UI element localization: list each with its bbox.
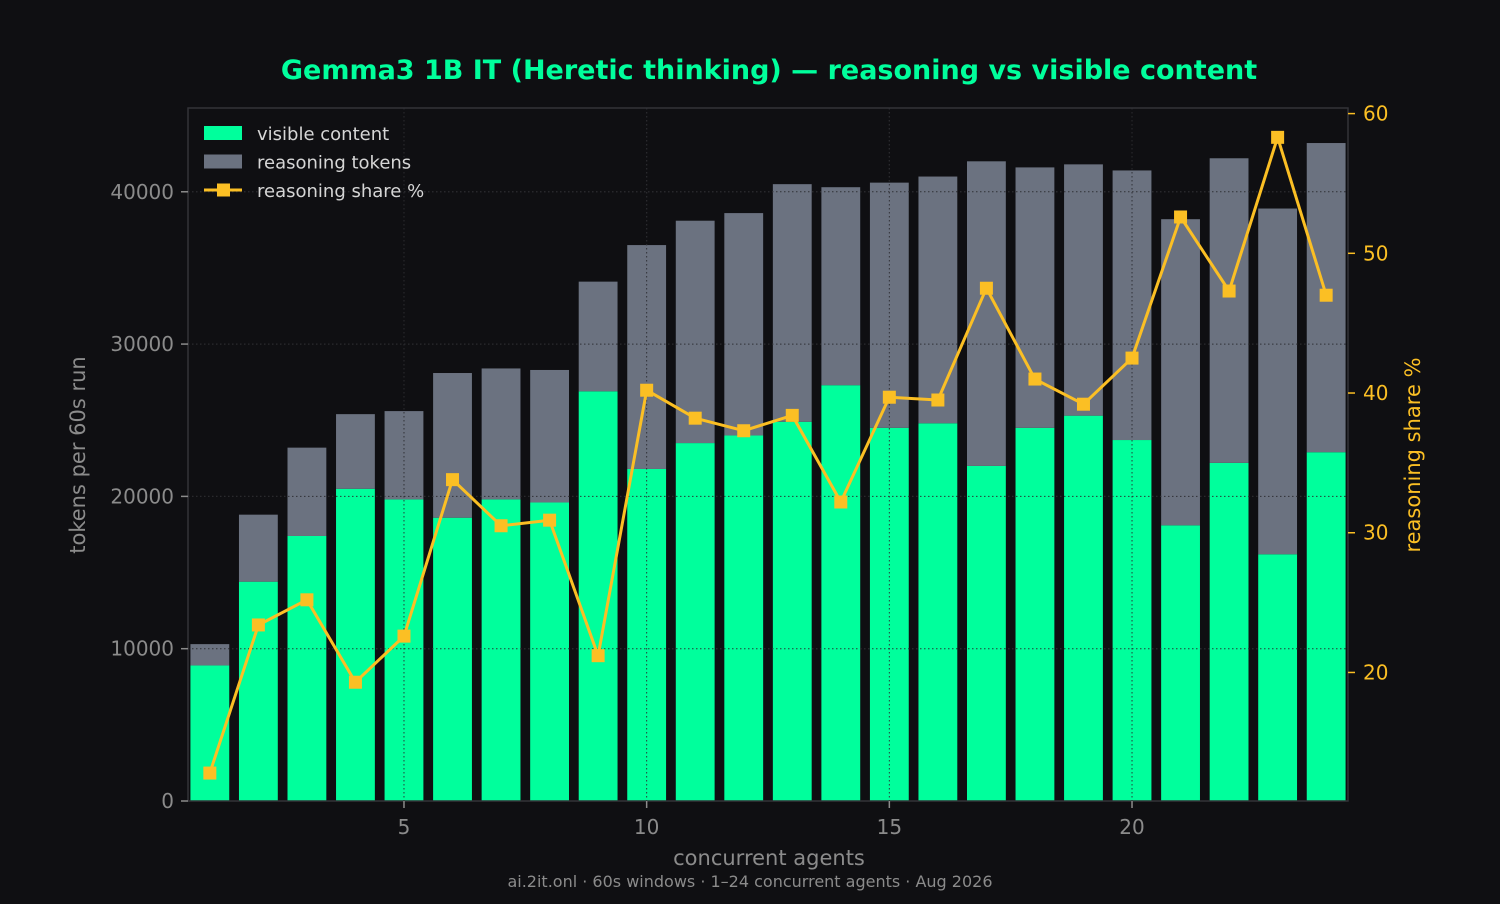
- reasoning-share-point: [591, 649, 605, 663]
- bar-reasoning-tokens: [918, 176, 958, 424]
- bar-visible-content: [1015, 427, 1055, 801]
- reasoning-share-point: [251, 618, 265, 632]
- bar-reasoning-tokens: [578, 281, 618, 392]
- bar-reasoning-tokens: [1161, 219, 1200, 526]
- bar-visible-content: [1258, 554, 1298, 801]
- y2-tick-label: 60: [1363, 102, 1388, 126]
- reasoning-share-point: [688, 411, 702, 425]
- source-footnote: ai.2it.onl · 60s windows · 1–24 concurre…: [507, 872, 992, 891]
- bar-reasoning-tokens: [336, 414, 375, 489]
- x-tick-label: 20: [1119, 815, 1144, 839]
- bar-reasoning-tokens: [481, 368, 521, 500]
- reasoning-share-point: [1319, 288, 1333, 302]
- bar-visible-content: [918, 423, 958, 801]
- legend-label: reasoning share %: [257, 181, 424, 202]
- bar-reasoning-tokens: [190, 644, 230, 666]
- bar-reasoning-tokens: [772, 184, 812, 422]
- axes-frame: [187, 107, 1349, 802]
- bar-visible-content: [238, 581, 278, 801]
- bar-visible-content: [578, 391, 618, 801]
- y-tick-label: 20000: [110, 484, 174, 508]
- reasoning-share-point: [1174, 210, 1188, 224]
- reasoning-share-point: [1222, 284, 1236, 298]
- bar-visible-content: [1161, 525, 1200, 801]
- bar-reasoning-tokens: [724, 213, 764, 436]
- reasoning-share-point: [882, 390, 896, 404]
- reasoning-share-point: [785, 408, 799, 422]
- bar-visible-content: [287, 535, 327, 801]
- y2-tick-label: 30: [1363, 521, 1388, 545]
- axes-background: [188, 108, 1348, 801]
- y-tick-label: 40000: [110, 180, 174, 204]
- bar-visible-content: [1064, 415, 1103, 801]
- reasoning-share-point: [931, 393, 945, 407]
- legend-label: visible content: [257, 124, 389, 145]
- bar-reasoning-tokens: [1064, 164, 1103, 416]
- bar-reasoning-tokens: [821, 187, 861, 386]
- y-tick-label: 10000: [110, 637, 174, 661]
- bar-visible-content: [821, 385, 861, 801]
- y-axis-label: tokens per 60s run: [66, 356, 90, 554]
- bar-visible-content: [966, 465, 1006, 801]
- bar-visible-content: [1306, 452, 1346, 801]
- reasoning-share-point: [543, 513, 557, 527]
- bar-visible-content: [675, 443, 715, 801]
- reasoning-share-line: [208, 135, 1328, 774]
- plot-area: 0 10000 20000 30000 40000 5 10 15 20 20 30 40 50 60 vi…: [110, 102, 1388, 839]
- bar-reasoning-tokens: [1258, 208, 1298, 555]
- legend: visible content reasoning tokens reasoning…: [204, 124, 424, 202]
- y2-tick-label: 40: [1363, 381, 1388, 405]
- legend-label: reasoning tokens: [257, 153, 411, 174]
- bar-reasoning-tokens: [1209, 158, 1249, 463]
- bar-visible-content: [627, 468, 667, 801]
- x-tick-label: 15: [877, 815, 902, 839]
- right-axis-label: reasoning share %: [1401, 357, 1425, 552]
- reasoning-share-point: [640, 383, 654, 397]
- x-axis-label: concurrent agents: [673, 846, 865, 870]
- y-tick-label: 30000: [110, 332, 174, 356]
- reasoning-share-point: [737, 424, 751, 438]
- reasoning-share-point: [834, 495, 848, 509]
- reasoning-share-point: [1271, 130, 1285, 144]
- bar-visible-content: [772, 421, 812, 801]
- bar-reasoning-tokens: [238, 514, 278, 582]
- x-tick-label: 5: [398, 815, 411, 839]
- reasoning-share-point: [979, 281, 993, 295]
- x-tick-label: 10: [634, 815, 659, 839]
- reasoning-share-point: [1028, 372, 1042, 386]
- bar-visible-content: [336, 488, 375, 801]
- bar-reasoning-tokens: [287, 447, 327, 536]
- bar-reasoning-tokens: [1015, 167, 1055, 428]
- bar-visible-content: [433, 517, 472, 801]
- legend-swatch: [204, 154, 242, 169]
- legend-swatch: [204, 126, 242, 140]
- y-tick-label: 0: [161, 789, 174, 813]
- bar-reasoning-tokens: [530, 369, 570, 503]
- reasoning-share-point: [1125, 351, 1139, 365]
- reasoning-share-point: [494, 519, 508, 533]
- bar-visible-content: [724, 435, 764, 801]
- bar-visible-content: [869, 427, 909, 801]
- reasoning-share-point: [300, 593, 314, 607]
- reasoning-share-point: [397, 629, 411, 643]
- bar-visible-content: [1209, 462, 1249, 801]
- reasoning-share-point: [446, 473, 460, 487]
- y2-tick-label: 50: [1363, 241, 1388, 265]
- reasoning-share-point: [203, 766, 217, 780]
- bar-visible-content: [530, 502, 570, 801]
- y2-tick-label: 20: [1363, 660, 1388, 684]
- bar-visible-content: [481, 499, 521, 801]
- bar-reasoning-tokens: [675, 220, 715, 444]
- reasoning-share-point: [348, 675, 362, 689]
- reasoning-share-point: [1076, 397, 1090, 411]
- legend-marker-swatch: [217, 183, 230, 197]
- chart-title: Gemma3 1B IT (Heretic thinking) — reason…: [281, 55, 1257, 86]
